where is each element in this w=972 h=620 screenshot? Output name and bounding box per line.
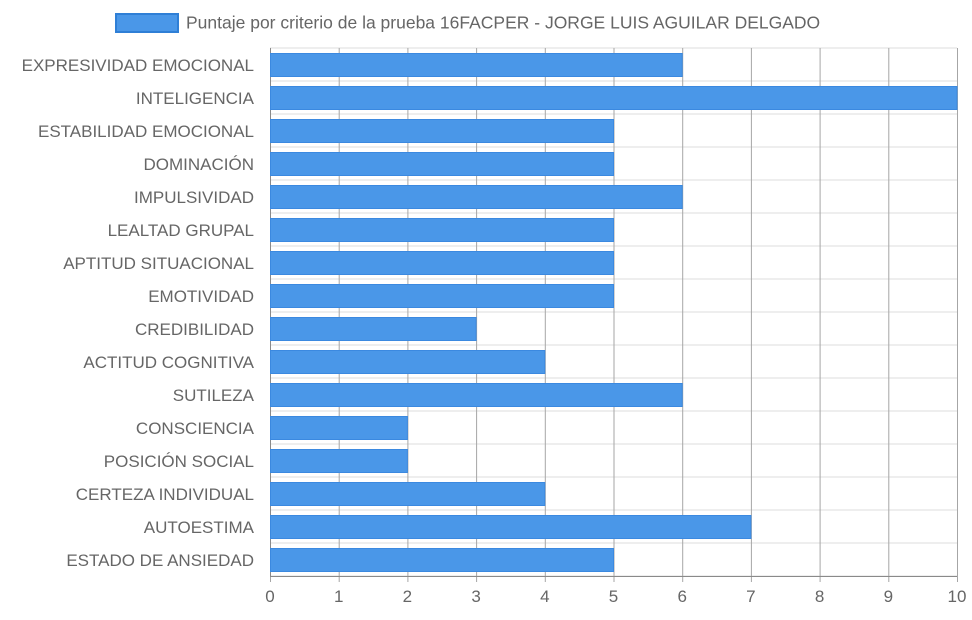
bars [270,53,958,572]
category-label: DOMINACIÓN [144,155,255,174]
category-label: EXPRESIVIDAD EMOCIONAL [22,56,254,75]
x-tick-label: 5 [609,587,618,606]
category-labels: EXPRESIVIDAD EMOCIONAL INTELIGENCIA ESTABI… [22,56,255,570]
category-label: AUTOESTIMA [144,518,255,537]
bar[interactable] [270,350,546,374]
bar[interactable] [270,548,614,572]
category-label: SUTILEZA [173,386,255,405]
x-tick-label: 7 [746,587,755,606]
category-label: CREDIBILIDAD [135,320,254,339]
legend-label[interactable]: Puntaje por criterio de la prueba 16FACP… [186,13,820,33]
category-label: ACTITUD COGNITIVA [83,353,254,372]
x-tick-label: 0 [265,587,274,606]
bar[interactable] [270,383,683,407]
category-label: INTELIGENCIA [136,89,255,108]
x-tick-label: 6 [677,587,686,606]
bar[interactable] [270,449,408,473]
category-label: CONSCIENCIA [136,419,255,438]
chart-legend[interactable]: Puntaje por criterio de la prueba 16FACP… [115,13,820,33]
x-tick-label: 1 [334,587,343,606]
category-label: ESTADO DE ANSIEDAD [66,551,254,570]
x-axis-tick-labels: 0 1 2 3 4 5 6 7 8 9 10 [265,587,966,606]
bar[interactable] [270,185,683,209]
category-label: IMPULSIVIDAD [134,188,254,207]
bar[interactable] [270,53,683,77]
category-label: POSICIÓN SOCIAL [104,452,254,471]
category-label: LEALTAD GRUPAL [108,221,254,240]
bar[interactable] [270,284,614,308]
category-label: EMOTIVIDAD [148,287,254,306]
bar[interactable] [270,86,958,110]
x-tick-label: 9 [884,587,893,606]
bar[interactable] [270,317,477,341]
x-tick-label: 2 [403,587,412,606]
bar[interactable] [270,218,614,242]
category-label: APTITUD SITUACIONAL [63,254,254,273]
bar[interactable] [270,416,408,440]
legend-swatch[interactable] [115,13,179,33]
bar[interactable] [270,152,614,176]
category-label: ESTABILIDAD EMOCIONAL [38,122,254,141]
x-tick-label: 8 [815,587,824,606]
x-tick-label: 10 [948,587,967,606]
category-label: CERTEZA INDIVIDUAL [76,485,254,504]
bar[interactable] [270,251,614,275]
x-tick-label: 3 [471,587,480,606]
x-tick-label: 4 [540,587,549,606]
bar[interactable] [270,482,546,506]
bar[interactable] [270,515,752,539]
bar[interactable] [270,119,614,143]
